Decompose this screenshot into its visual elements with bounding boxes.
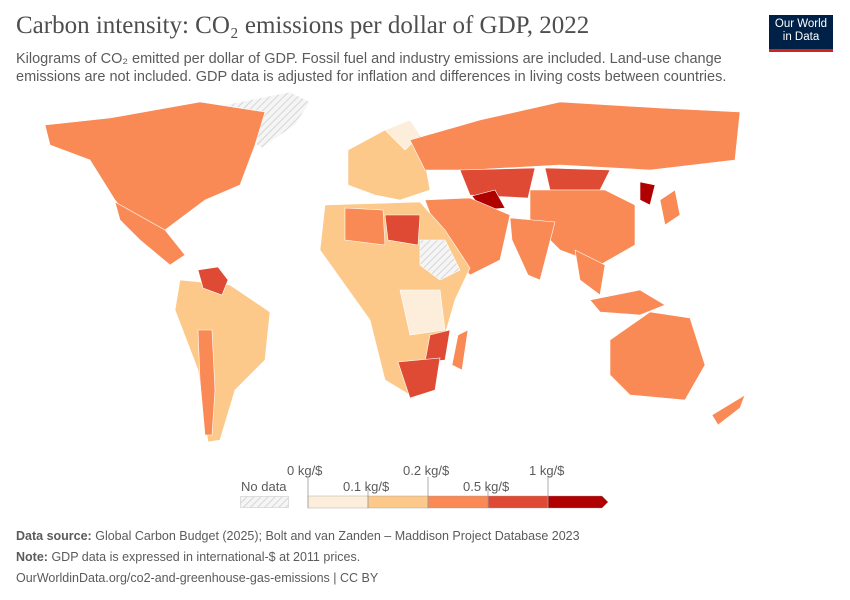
region-libya[interactable] [384,214,421,246]
legend-tick-4: 1 kg/$ [529,463,565,478]
legend-tick-2: 0.2 kg/$ [403,463,450,478]
region-central-america[interactable] [114,201,186,266]
legend-no-data-swatch [240,496,289,508]
region-india[interactable] [509,217,556,281]
legend-bin-2[interactable] [427,495,489,509]
region-south-america[interactable] [174,279,271,443]
footer-source: Data source: Global Carbon Budget (2025)… [16,529,580,543]
region-russia[interactable] [409,101,741,171]
region-mongolia[interactable] [544,167,611,191]
legend-bin-1[interactable] [367,495,429,509]
owid-logo[interactable]: Our World in Data [769,15,833,52]
chart-subtitle: Kilograms of CO₂ emitted per dollar of G… [16,51,727,85]
legend-tick-1: 0.1 kg/$ [343,479,390,494]
region-mozambique[interactable] [424,329,451,363]
footer-note: Note: GDP data is expressed in internati… [16,550,361,564]
region-kazakhstan[interactable] [459,167,536,199]
legend-bin-4[interactable] [547,495,609,509]
legend-bin-3[interactable] [487,495,549,509]
region-north-korea[interactable] [639,181,656,206]
legend-tick-0: 0 kg/$ [287,463,323,478]
legend-no-data-label: No data [241,479,287,494]
region-southeast-asia[interactable] [574,249,606,296]
legend-bin-0[interactable] [307,495,369,509]
legend: No data 0 kg/$ 0.1 kg/$ 0.2 kg/$ 0.5 kg/… [0,455,850,515]
region-andes[interactable] [197,329,216,436]
region-east-africa-nodata[interactable] [419,239,461,281]
world-map[interactable] [0,90,850,450]
region-south-africa[interactable] [397,357,441,399]
region-venezuela[interactable] [197,266,229,296]
chart-title: Carbon intensity: CO₂ emissions per doll… [16,12,590,39]
region-indonesia[interactable] [589,289,666,316]
region-japan[interactable] [659,189,681,226]
region-madagascar[interactable] [451,329,469,371]
region-central-africa[interactable] [399,289,446,336]
region-algeria[interactable] [344,207,386,246]
legend-color-bar [307,477,609,509]
region-new-zealand[interactable] [711,394,746,426]
footer-url[interactable]: OurWorldinData.org/co2-and-greenhouse-ga… [16,571,379,585]
legend-tick-3: 0.5 kg/$ [463,479,510,494]
region-north-america[interactable] [44,101,266,231]
region-australia[interactable] [609,311,706,401]
